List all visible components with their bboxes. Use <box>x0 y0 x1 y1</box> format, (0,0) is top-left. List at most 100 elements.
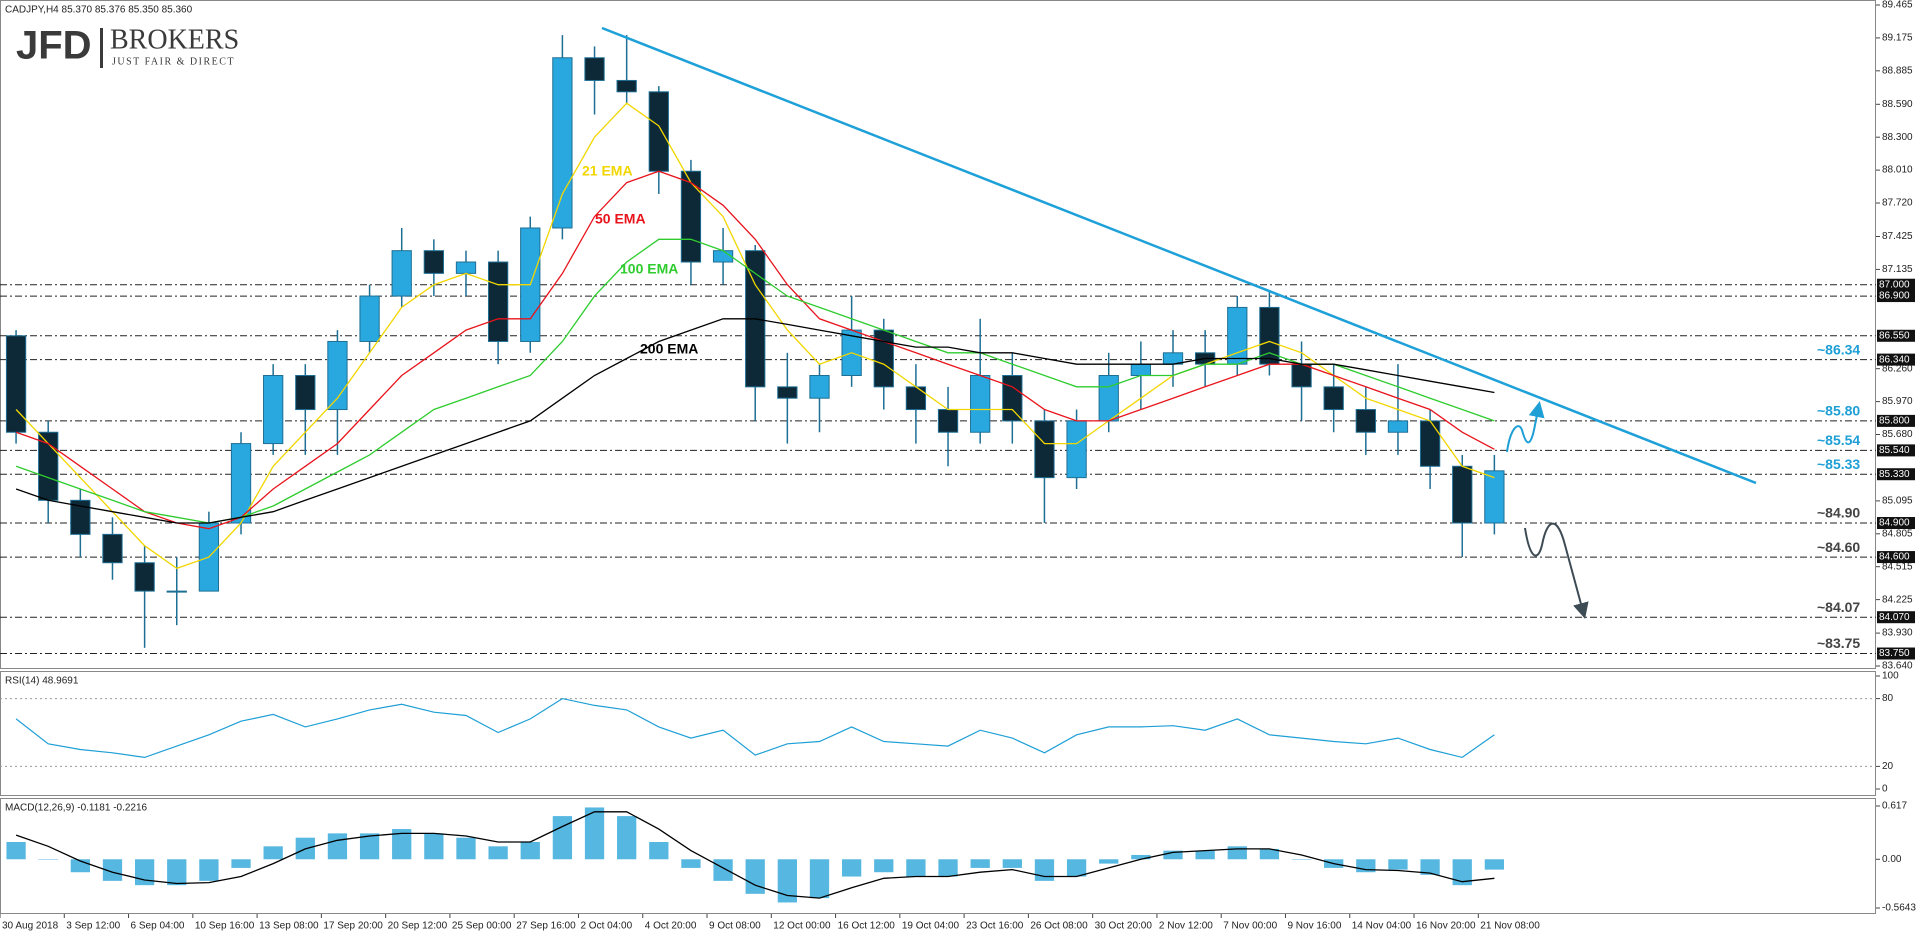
level-note: ~84.60 <box>1817 539 1860 555</box>
candle-body <box>552 57 573 229</box>
y-tick-label: 84.225 <box>1882 594 1913 605</box>
logo-mark: JFD <box>16 24 92 68</box>
ema-line <box>15 102 1495 570</box>
level-label: 84.900 <box>1879 518 1910 529</box>
x-tick-label: 19 Oct 04:00 <box>902 921 960 932</box>
level-label-box <box>1877 517 1915 530</box>
ema-label: 200 EMA <box>640 341 698 357</box>
candle-body <box>1323 386 1344 411</box>
y-tick-label: 88.010 <box>1882 165 1913 176</box>
x-tick-label: 16 Nov 20:00 <box>1416 921 1476 932</box>
level-label-box <box>1877 444 1915 457</box>
x-tick-label: 13 Sep 08:00 <box>259 921 319 932</box>
macd-bar <box>681 859 701 868</box>
down-scenario-arrow <box>1524 522 1589 619</box>
candle-body <box>1452 465 1473 524</box>
candle-body <box>263 375 284 445</box>
macd-bar <box>199 859 219 881</box>
macd-bar <box>6 842 26 860</box>
macd-bar <box>1002 859 1022 868</box>
candle-body <box>70 499 91 535</box>
macd-bar <box>231 859 251 868</box>
macd-bar <box>520 842 540 860</box>
level-note: ~85.54 <box>1817 432 1860 448</box>
level-label: 85.800 <box>1879 416 1910 427</box>
x-tick-label: 2 Oct 04:00 <box>580 921 632 932</box>
level-label-box <box>1877 278 1915 291</box>
candle-body <box>38 431 59 501</box>
candle-body <box>1484 470 1505 524</box>
macd-bar <box>906 859 926 877</box>
signal-line <box>15 811 1495 899</box>
macd-bar <box>167 859 187 886</box>
macd-bar <box>745 859 765 894</box>
candle-body <box>359 295 380 342</box>
macd-bar <box>1034 859 1055 881</box>
y-tick-label: 0.617 <box>1882 801 1907 812</box>
y-tick-label: 20 <box>1882 761 1894 772</box>
y-tick-label: 85.680 <box>1882 429 1913 440</box>
level-note: ~86.34 <box>1817 341 1860 357</box>
level-note: ~85.80 <box>1817 403 1860 419</box>
y-tick-label: 83.640 <box>1882 661 1913 672</box>
y-tick-label: -0.5643 <box>1882 903 1916 914</box>
x-tick-label: 26 Oct 08:00 <box>1030 921 1088 932</box>
ema-label: 50 EMA <box>595 211 646 227</box>
level-label-box <box>1877 353 1915 366</box>
y-tick-label: 89.175 <box>1882 33 1913 44</box>
x-tick-label: 10 Sep 16:00 <box>195 921 255 932</box>
candle-body <box>1130 363 1152 377</box>
rsi-line <box>15 697 1495 759</box>
logo-divider <box>100 28 103 68</box>
level-note: ~85.33 <box>1817 456 1860 472</box>
macd-bar <box>1420 859 1440 875</box>
candle-body <box>777 386 798 399</box>
logo: JFD BROKERS JUST FAIR & DIRECT <box>16 24 239 68</box>
candle-body <box>455 261 477 274</box>
x-tick-label: 16 Oct 12:00 <box>838 921 896 932</box>
candle-body <box>1066 420 1087 479</box>
y-tick-label: 87.135 <box>1882 264 1913 275</box>
level-label: 87.000 <box>1879 279 1910 290</box>
logo-tagline: JUST FAIR & DIRECT <box>112 56 235 67</box>
panel-title: CADJPY,H4 85.370 85.376 85.350 85.360 <box>5 5 193 16</box>
candle-body <box>1002 375 1023 422</box>
macd-bar <box>38 859 58 860</box>
x-tick-label: 2 Nov 12:00 <box>1159 921 1213 932</box>
y-tick-label: 83.930 <box>1882 628 1913 639</box>
macd-bar <box>1066 859 1087 877</box>
macd-bar <box>584 807 605 860</box>
candle-body <box>712 250 734 263</box>
level-label-box <box>1877 468 1915 481</box>
y-tick-label: 0 <box>1882 784 1888 795</box>
rsi-panel-frame <box>0 671 1876 796</box>
x-tick-label: 20 Sep 12:00 <box>388 921 448 932</box>
trendline <box>601 26 1757 485</box>
macd-bar <box>102 859 123 881</box>
macd-bar <box>424 833 444 860</box>
y-tick-label: 0.00 <box>1882 854 1902 865</box>
up-scenario-arrow <box>1506 401 1545 453</box>
macd-bar <box>1484 859 1505 870</box>
candle-body <box>5 335 27 433</box>
y-tick-label: 88.885 <box>1882 65 1913 76</box>
x-tick-label: 30 Aug 2018 <box>2 921 59 932</box>
y-tick-label: 86.260 <box>1882 363 1913 374</box>
candle-body <box>648 91 669 172</box>
panel-title: MACD(12,26,9) -0.1181 -0.2216 <box>5 803 148 814</box>
level-label: 86.340 <box>1879 354 1910 365</box>
candle-body <box>166 590 187 593</box>
candle-body <box>1355 409 1376 433</box>
level-note: ~84.90 <box>1817 505 1860 521</box>
y-tick-label: 85.970 <box>1882 396 1913 407</box>
level-label-box <box>1877 329 1915 342</box>
level-label-box <box>1877 414 1915 427</box>
macd-bar <box>1388 859 1408 870</box>
macd-bar <box>617 816 637 860</box>
level-label: 85.330 <box>1879 469 1910 480</box>
ema-label: 100 EMA <box>620 261 678 277</box>
level-label: 86.550 <box>1879 330 1910 341</box>
logo-text: BROKERS <box>110 24 239 55</box>
macd-bar <box>1195 850 1215 860</box>
